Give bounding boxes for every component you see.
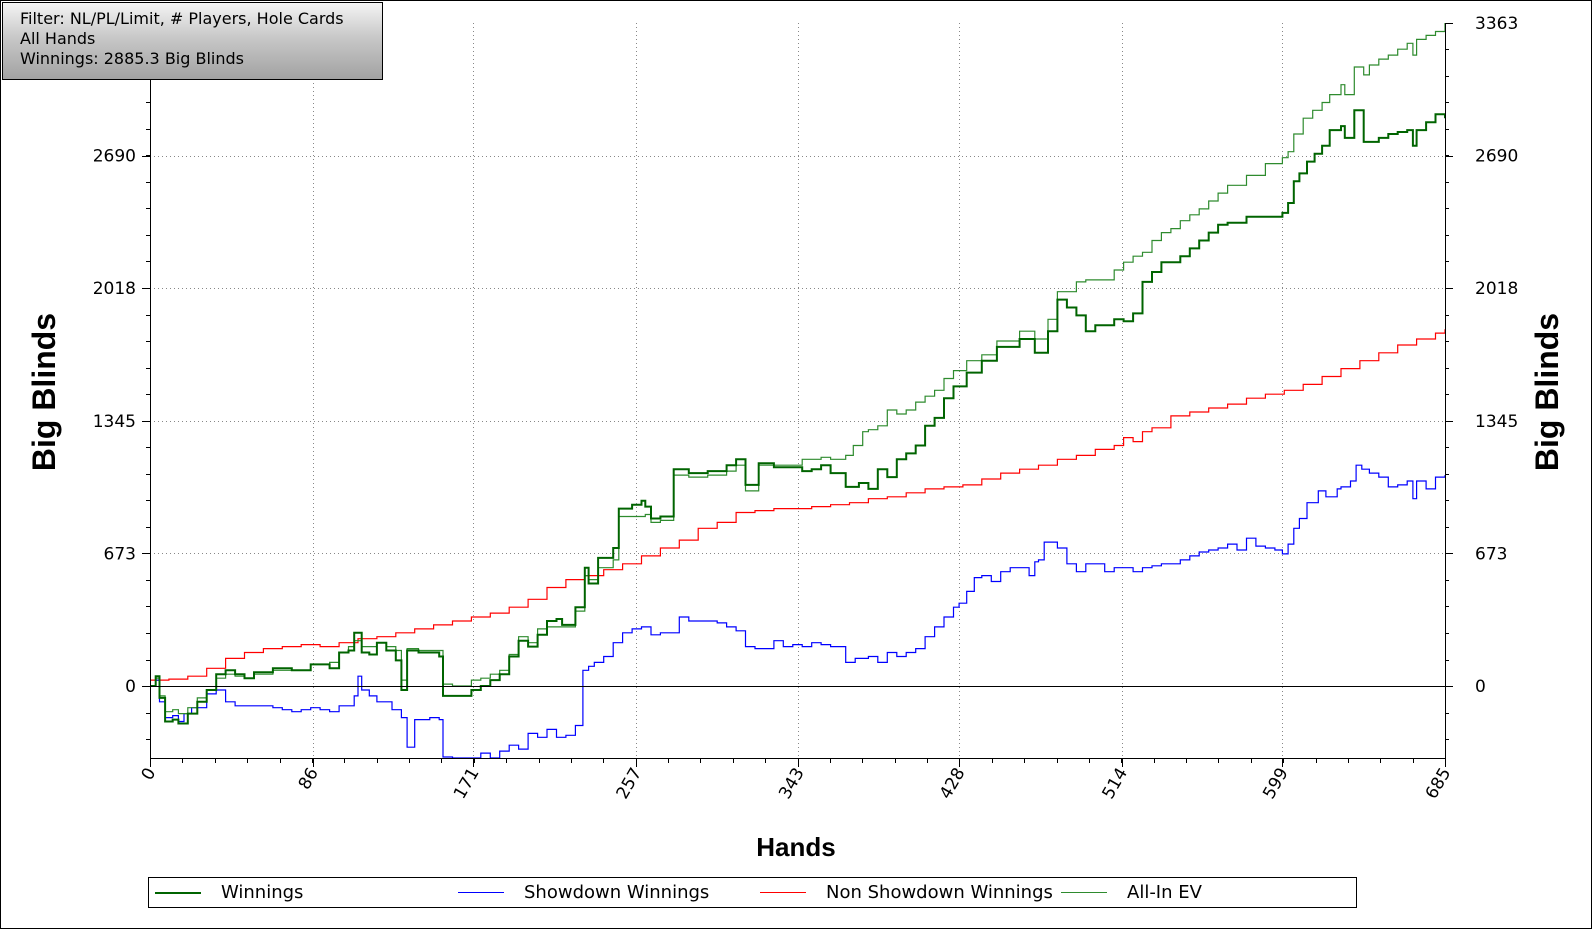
legend-label-winnings: Winnings — [221, 882, 304, 903]
filter-info-box: Filter: NL/PL/Limit, # Players, Hole Car… — [2, 2, 383, 80]
y-tick-label-left-1345: 1345 — [93, 412, 136, 432]
x-tick-label-257: 257 — [613, 765, 647, 803]
legend-label-showdown-winnings: Showdown Winnings — [524, 882, 710, 903]
legend-item-non-showdown-winnings: Non Showdown Winnings — [760, 878, 1053, 907]
legend-swatch-showdown-winnings — [458, 892, 504, 893]
y-tick-label-right-2690: 2690 — [1475, 147, 1518, 167]
x-tick-label-514: 514 — [1099, 765, 1133, 803]
legend-swatch-non-showdown-winnings — [760, 892, 806, 893]
series-line-winnings — [150, 109, 1446, 725]
y-tick-label-left-673: 673 — [104, 544, 136, 564]
legend-label-all-in-ev: All-In EV — [1127, 882, 1202, 903]
x-tick-label-428: 428 — [936, 765, 970, 803]
x-axis-title: Hands — [756, 832, 835, 862]
axis-ticks — [142, 23, 1453, 767]
y-tick-label-right-1345: 1345 — [1475, 412, 1518, 432]
series-lines — [150, 23, 1446, 759]
tick-labels: 0 673 1345 2018 2690 0 673 1345 2018 2690 3363 0 86 1… — [93, 14, 1519, 803]
legend-swatch-all-in-ev — [1061, 892, 1107, 893]
x-tick-label-0: 0 — [138, 765, 161, 784]
hands-filter-text: All Hands — [20, 29, 96, 48]
x-tick-label-599: 599 — [1259, 765, 1293, 803]
y-tick-label-right-673: 673 — [1475, 544, 1507, 564]
y-tick-label-right-0: 0 — [1475, 677, 1486, 697]
legend-item-winnings: Winnings — [155, 878, 303, 907]
legend-swatch-winnings — [155, 891, 201, 894]
y-axis-title-right: Big Blinds — [1529, 313, 1565, 471]
winnings-summary-text: Winnings: 2885.3 Big Blinds — [20, 49, 244, 68]
y-tick-label-left-2018: 2018 — [93, 279, 136, 299]
y-axis-title-left: Big Blinds — [26, 313, 62, 471]
x-tick-label-343: 343 — [775, 765, 809, 803]
series-line-non-showdown-winnings — [150, 329, 1446, 681]
legend: Winnings Showdown Winnings Non Showdown … — [148, 877, 1357, 908]
y-tick-label-left-2690: 2690 — [93, 147, 136, 167]
series-line-showdown-winnings — [150, 464, 1446, 759]
y-tick-label-right-3363: 3363 — [1475, 14, 1518, 34]
legend-item-showdown-winnings: Showdown Winnings — [458, 878, 709, 907]
x-tick-label-685: 685 — [1422, 765, 1456, 803]
axes — [150, 23, 1446, 759]
y-tick-label-right-2018: 2018 — [1475, 279, 1518, 299]
y-tick-label-left-0: 0 — [125, 677, 136, 697]
series-line-all-in-ev — [150, 23, 1446, 715]
x-tick-label-171: 171 — [450, 765, 484, 803]
legend-item-all-in-ev: All-In EV — [1061, 878, 1202, 907]
filter-text: Filter: NL/PL/Limit, # Players, Hole Car… — [20, 9, 344, 28]
x-tick-label-86: 86 — [295, 765, 323, 794]
grid — [150, 23, 1445, 758]
legend-label-non-showdown-winnings: Non Showdown Winnings — [826, 882, 1053, 903]
